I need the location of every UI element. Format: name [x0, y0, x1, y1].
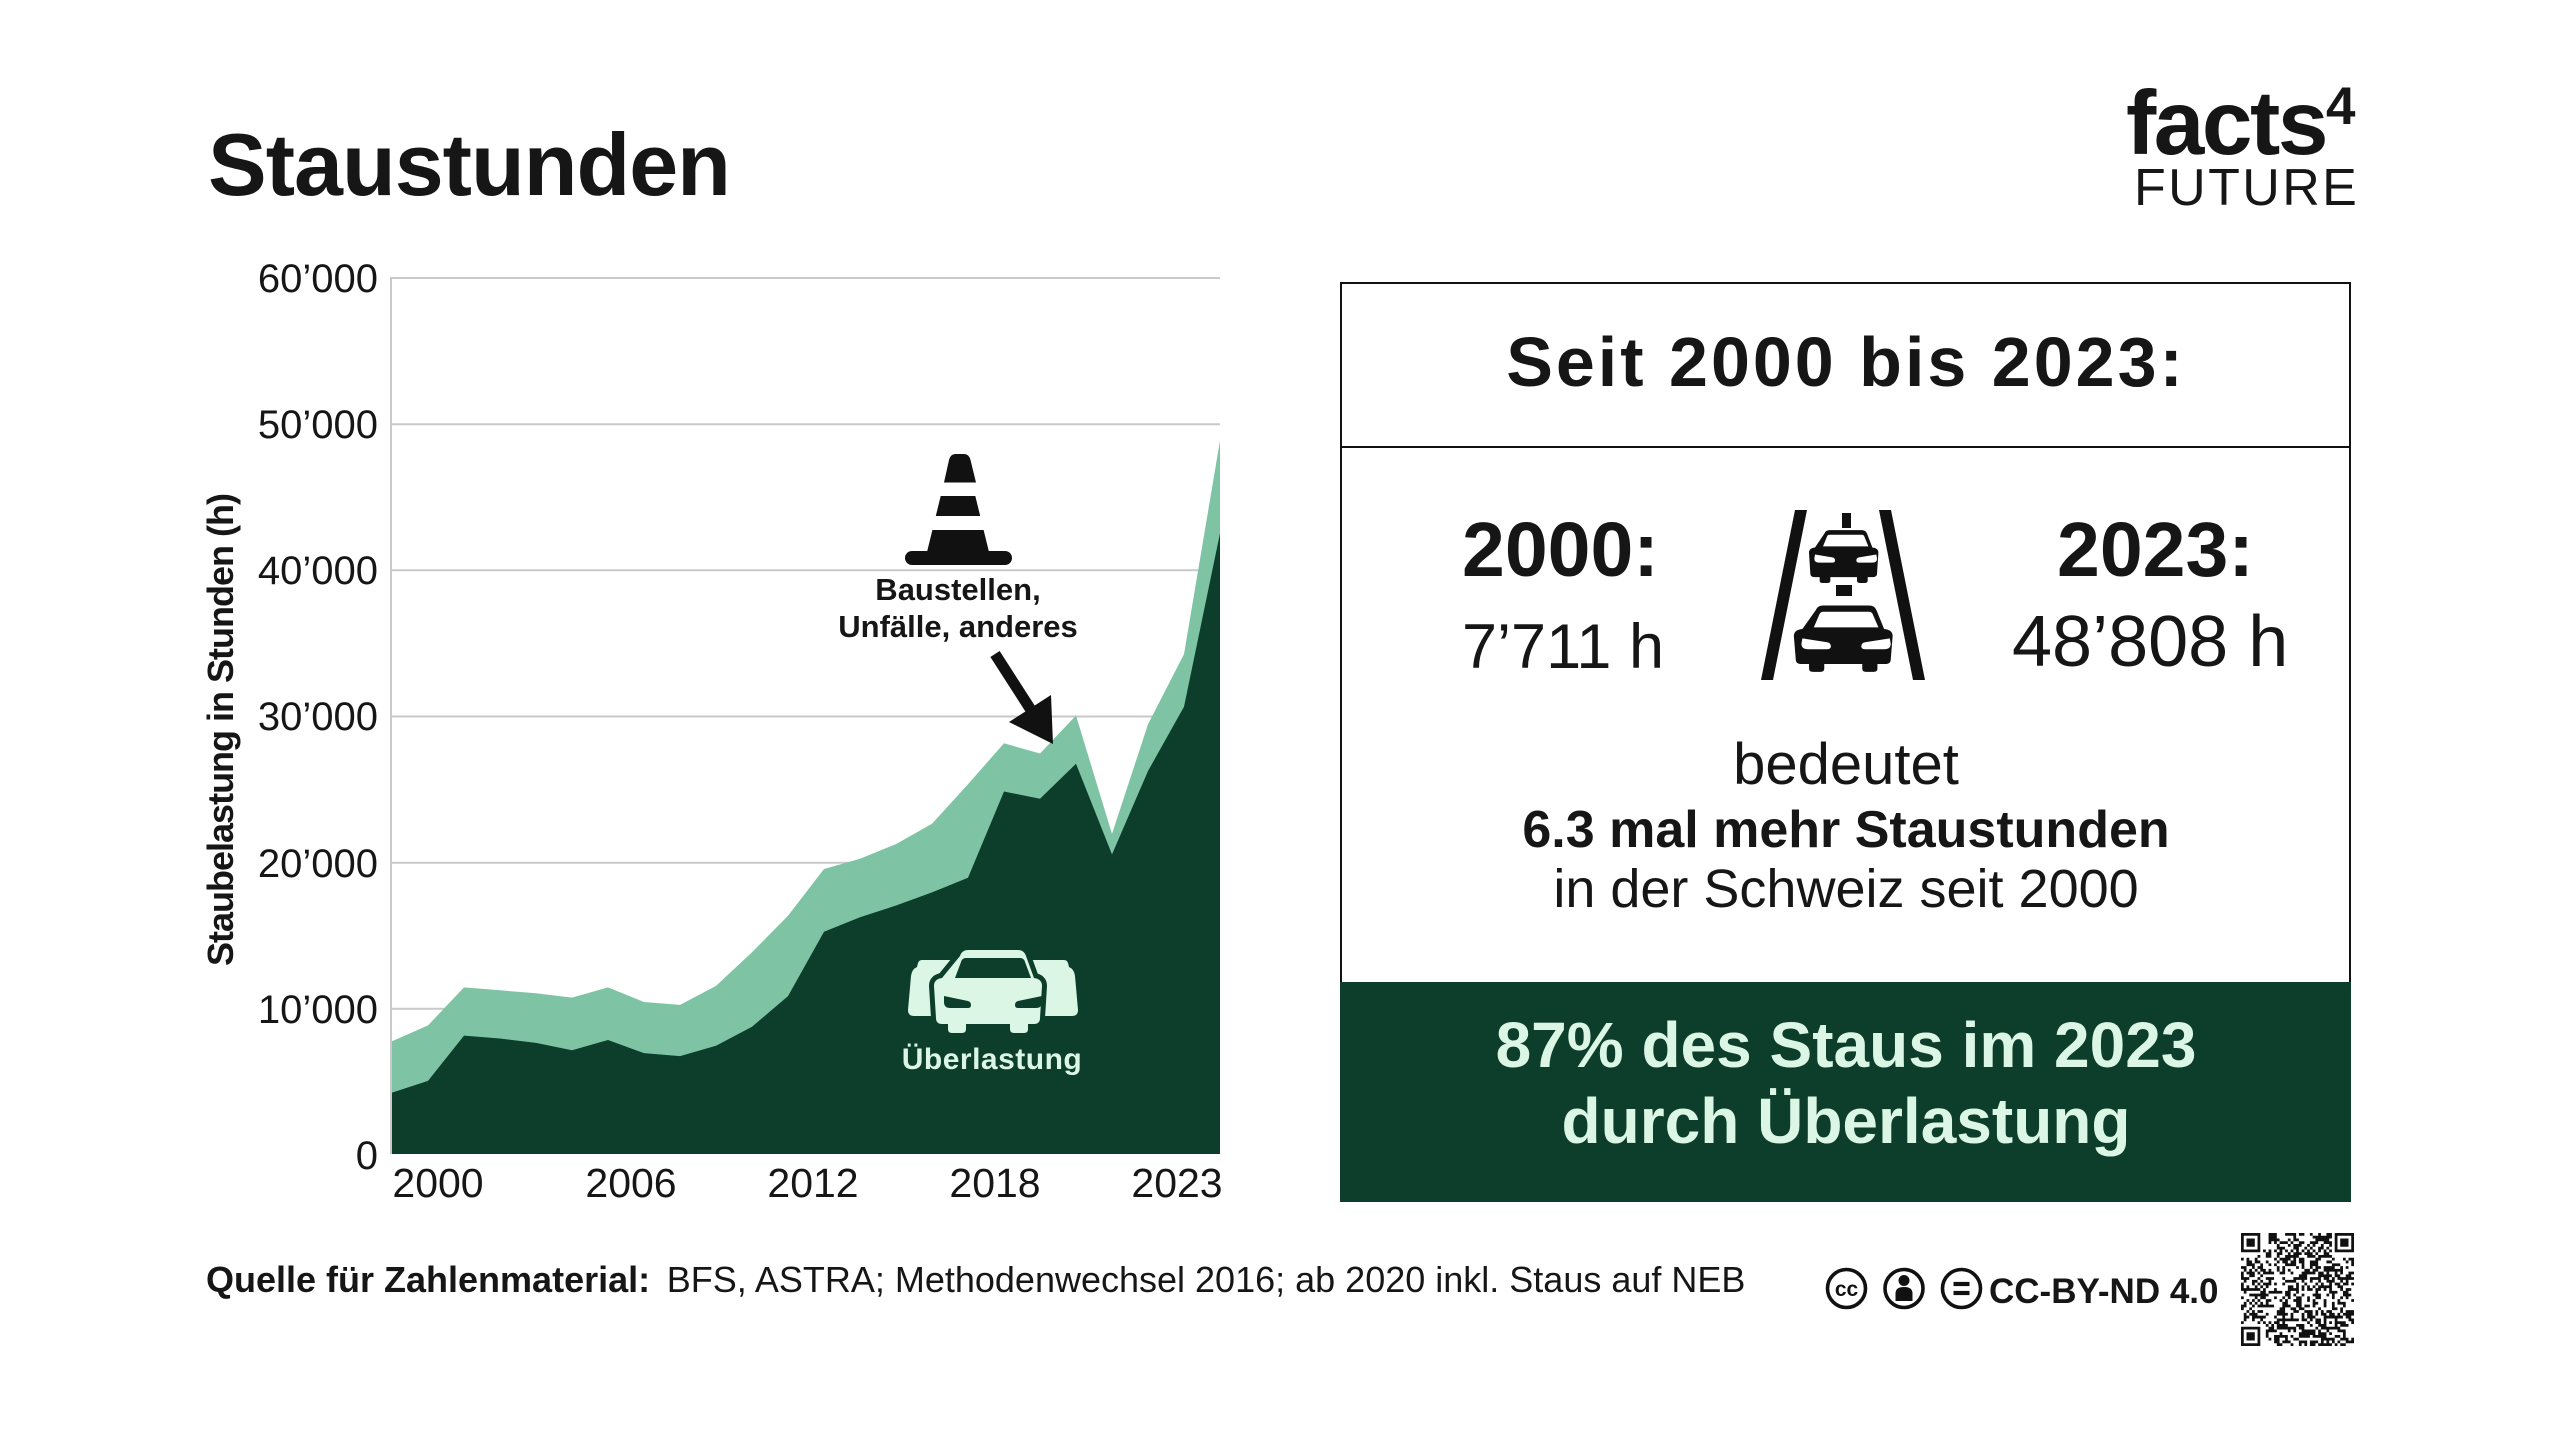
- svg-text:cc: cc: [1835, 1278, 1859, 1301]
